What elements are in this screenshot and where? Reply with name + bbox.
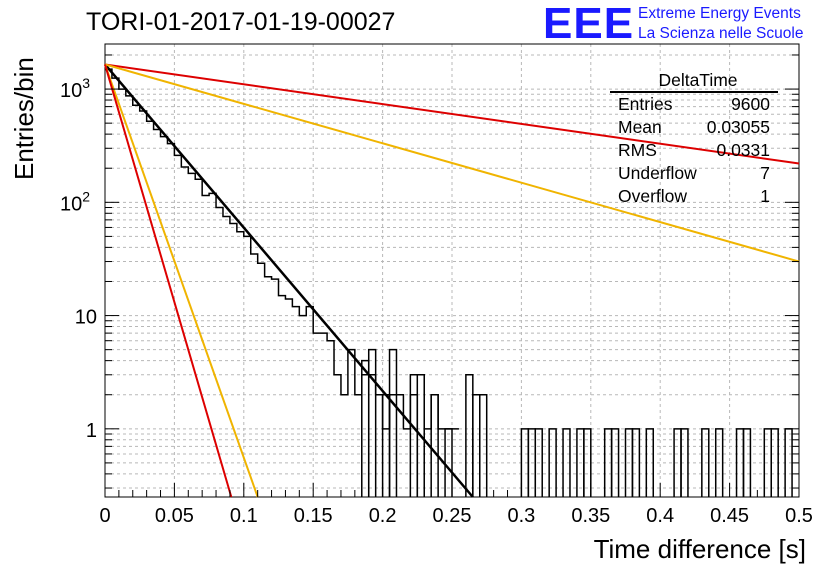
stats-row: Overflow 1 xyxy=(610,185,778,208)
x-tick-label: 0.05 xyxy=(155,505,194,527)
stats-row: Underflow 7 xyxy=(610,162,778,185)
stats-row: RMS 0.0331 xyxy=(610,139,778,162)
y-tick-label: 10 xyxy=(75,307,97,329)
histogram-bin xyxy=(534,428,543,497)
x-tick-label: 0.5 xyxy=(785,505,813,527)
stats-value: 0.0331 xyxy=(716,140,770,160)
histogram-bin xyxy=(610,428,620,497)
stats-row: Mean 0.03055 xyxy=(610,116,778,139)
axes: 0 0.05 0.1 0.15 0.2 0.25 0.3 0.35 0.4 0.45 0.5 1 10 1… xyxy=(60,54,813,527)
histogram-bin xyxy=(562,428,571,497)
x-tick-label: 0.15 xyxy=(294,505,333,527)
stats-label: Underflow xyxy=(618,163,697,183)
histogram-bin xyxy=(770,428,779,497)
histogram-bin xyxy=(631,428,641,497)
fit-line xyxy=(104,63,474,498)
y-tick-label: 1 xyxy=(86,420,97,442)
y-axis-label: Entries/bin xyxy=(9,57,39,180)
stats-label: Entries xyxy=(618,94,673,114)
fit-line xyxy=(104,63,800,165)
stats-box: DeltaTime Entries 9600 Mean 0.03055 RMS 0.0… xyxy=(610,70,778,208)
stats-value: 0.03055 xyxy=(706,117,770,137)
stats-value: 9600 xyxy=(731,94,770,114)
x-tick-label: 0.35 xyxy=(571,505,610,527)
histogram-bin xyxy=(479,393,488,497)
stats-row: Entries 9600 xyxy=(610,93,778,116)
histogram-bin xyxy=(583,428,592,497)
fit-line xyxy=(104,64,233,498)
histogram-bin xyxy=(701,428,710,497)
histogram-bin xyxy=(430,393,439,497)
x-tick-label: 0.25 xyxy=(433,505,472,527)
y-tick-label: 102 xyxy=(60,188,90,215)
histogram-bin xyxy=(388,348,398,497)
stats-title: DeltaTime xyxy=(610,70,778,93)
histogram-bin xyxy=(416,374,425,497)
fit-lines xyxy=(104,63,800,498)
stats-label: Overflow xyxy=(618,186,688,206)
stats-label: RMS xyxy=(618,140,657,160)
logo-line-1: Extreme Energy Events xyxy=(638,5,801,22)
x-tick-label: 0.2 xyxy=(369,505,397,527)
y-tick-label: 103 xyxy=(60,75,90,102)
histogram-bin xyxy=(465,374,474,497)
x-tick-label: 0 xyxy=(99,505,110,527)
stats-value: 7 xyxy=(760,163,770,183)
fit-line xyxy=(104,64,259,498)
x-tick-label: 0.4 xyxy=(646,505,674,527)
histogram-bin xyxy=(548,428,557,497)
histogram-bin xyxy=(361,374,370,497)
x-tick-label: 0.1 xyxy=(230,505,258,527)
stats-label: Mean xyxy=(618,117,662,137)
chart-title: TORI-01-2017-01-19-00027 xyxy=(86,8,396,36)
stats-value: 1 xyxy=(760,186,770,206)
eee-logo: EEE xyxy=(543,0,635,48)
histogram-bin xyxy=(714,428,724,497)
histogram-bin xyxy=(367,348,377,497)
x-tick-label: 0.45 xyxy=(710,505,749,527)
histogram-bin xyxy=(742,428,752,497)
fit-line xyxy=(104,63,800,263)
logo-line-2: La Scienza nelle Scuole xyxy=(638,25,804,42)
x-tick-label: 0.3 xyxy=(507,505,535,527)
histogram-bin xyxy=(645,428,655,497)
logo-text: Extreme Energy Events La Scienza nelle S… xyxy=(638,4,803,44)
x-axis-label: Time difference [s] xyxy=(593,534,806,564)
histogram-bin xyxy=(680,428,689,497)
